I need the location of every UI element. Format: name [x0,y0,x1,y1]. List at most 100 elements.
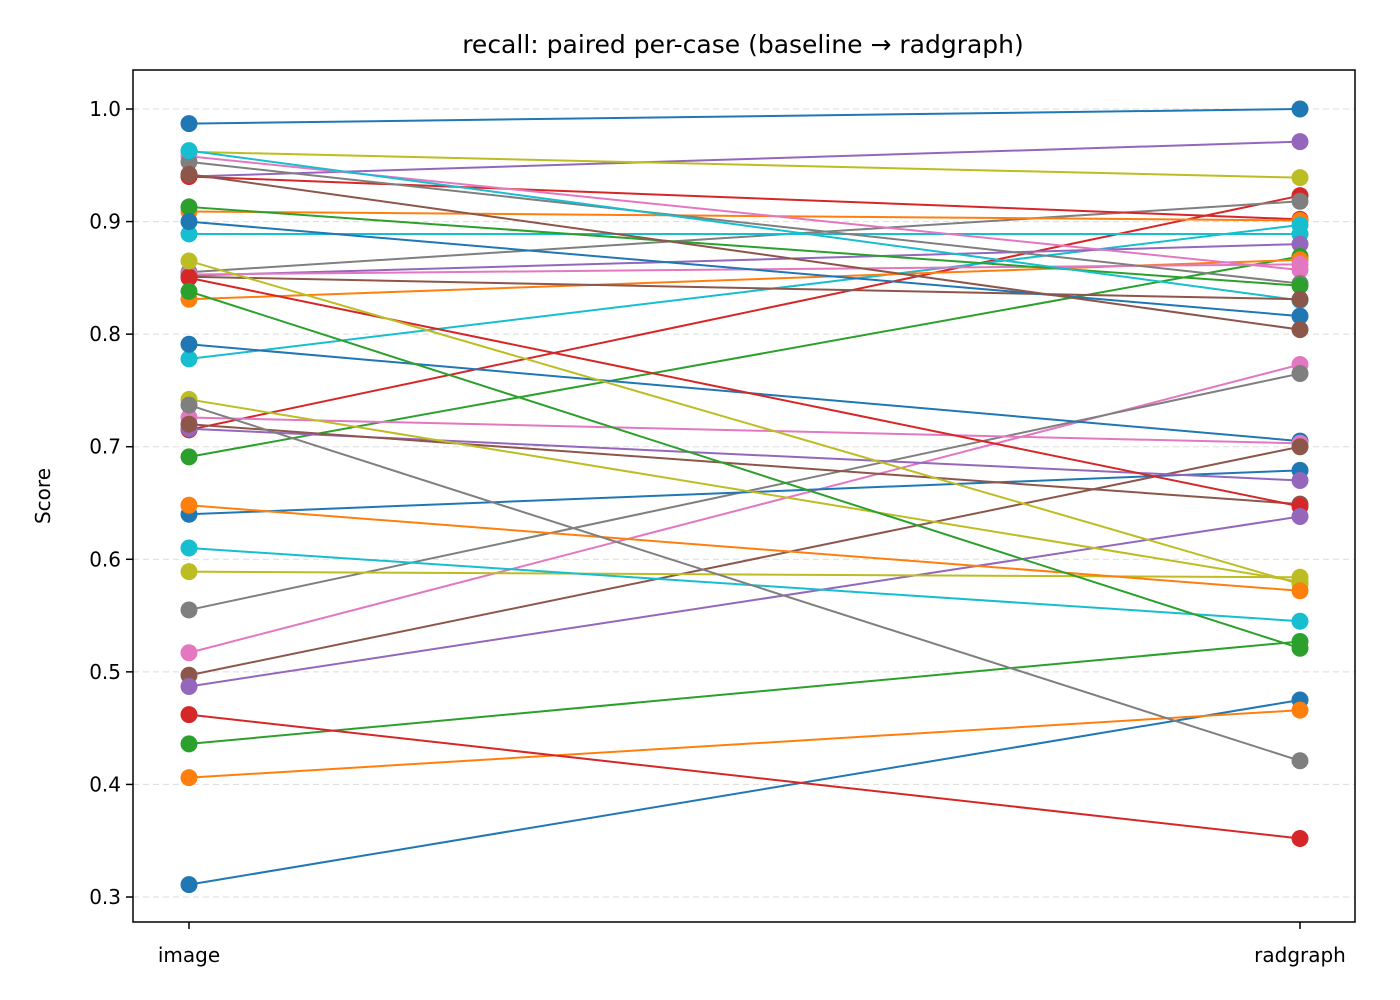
data-point [180,350,198,368]
data-point [180,677,198,695]
series-line [188,699,1301,886]
data-point [1291,277,1309,295]
data-point [180,252,198,270]
series-line [188,469,1301,516]
series-line [188,210,1301,222]
data-point [1291,829,1309,847]
series-line [188,290,1301,650]
data-point [180,282,198,300]
series-line [188,175,1301,221]
series-line [188,423,1301,506]
data-point [1291,235,1309,253]
series-20 [180,165,1309,339]
x-tick-label: image [158,943,220,967]
plot-frame [132,69,1356,923]
series-36 [180,632,1309,753]
series-5 [180,192,1309,281]
y-tick-label: 0.6 [89,547,121,571]
data-point [1291,438,1309,456]
data-point [1291,612,1309,630]
y-tick-label: 0.3 [89,885,121,909]
y-axis-label: Score [31,468,55,524]
series-line [188,504,1301,592]
data-point [180,644,198,662]
data-point [180,601,198,619]
data-point [180,876,198,894]
series-16 [180,198,1309,295]
data-point [180,269,198,287]
data-point [180,415,198,433]
data-point [180,198,198,216]
series-line [188,416,1301,445]
series-line [188,150,1301,179]
data-point [1291,639,1309,657]
series-line [188,275,1301,301]
series-line [188,243,1301,277]
data-point [180,706,198,724]
data-point [1291,100,1309,118]
series-line [188,220,1301,318]
data-point [180,448,198,466]
y-axis: 0.3 0.4 0.5 0.6 0.7 0.8 0.9 1.0 [89,97,133,909]
series-35 [180,539,1309,630]
data-point [180,165,198,183]
series-line [188,223,1301,360]
data-point [1291,365,1309,383]
data-point [180,335,198,353]
series-line [188,255,1301,458]
data-point [180,539,198,557]
series-25 [180,438,1309,684]
y-tick-label: 0.7 [89,435,121,459]
series-line [188,205,1301,287]
series-17 [180,142,1309,309]
series-line [188,640,1301,745]
chart-title: recall: paired per-case (baseline → radg… [462,30,1024,59]
series-8 [180,216,1309,368]
series-10 [180,235,1309,285]
data-point [1291,508,1309,526]
y-tick-label: 0.5 [89,660,121,684]
data-point [180,496,198,514]
series-line [188,173,1301,331]
series-38 [180,691,1309,894]
data-point [1291,752,1309,770]
y-tick-label: 0.9 [89,210,121,234]
series-1 [180,100,1309,133]
series-30 [180,508,1309,695]
series-line [188,709,1301,779]
data-point [1291,290,1309,308]
x-axis: image radgraph [158,922,1346,967]
series-19 [180,213,1309,325]
data-point [1291,133,1309,151]
data-point [180,563,198,581]
series-line [188,260,1301,586]
series-24 [180,408,1309,452]
series-line [188,547,1301,623]
y-tick-label: 0.4 [89,772,121,796]
y-tick-label: 1.0 [89,97,121,121]
series-line [188,140,1301,178]
series-40 [180,396,1309,770]
data-point [1291,261,1309,279]
series-line [188,108,1301,125]
data-point [1291,169,1309,187]
grid-lines [133,108,1355,898]
data-point [180,225,198,243]
series-line [188,398,1301,583]
series-34 [180,496,1309,600]
x-tick-label: radgraph [1254,943,1346,967]
series-layer [180,100,1309,894]
data-point [180,142,198,160]
y-tick-label: 0.8 [89,322,121,346]
data-point [180,396,198,414]
data-point [180,769,198,787]
series-39 [180,701,1309,787]
series-41 [180,706,1309,847]
series-line [188,276,1301,508]
data-point [1291,321,1309,339]
series-37 [180,282,1309,657]
series-2 [180,133,1309,186]
series-9 [180,225,1309,243]
series-line [188,515,1301,688]
